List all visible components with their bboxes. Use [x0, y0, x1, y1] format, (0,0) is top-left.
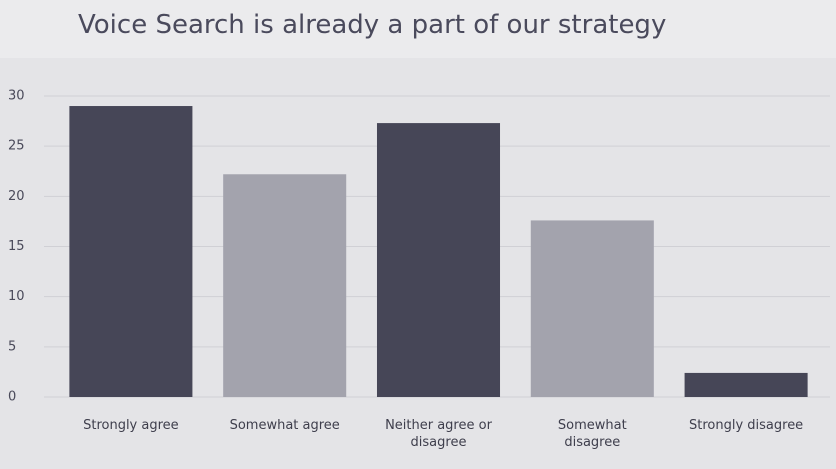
x-tick-label: Strongly disagree: [688, 418, 804, 433]
bar: [69, 106, 193, 398]
y-tick-label: 5: [8, 339, 16, 354]
y-tick-label: 15: [8, 239, 25, 254]
header: [0, 0, 836, 58]
x-tick-label: Somewhat disagree: [557, 418, 627, 450]
y-tick-label: 25: [8, 139, 25, 154]
bar: [530, 220, 654, 397]
x-tick-label: Neither agree or disagree: [385, 418, 492, 450]
y-tick-label: 10: [8, 289, 25, 304]
bar: [223, 174, 347, 397]
chart-title: Voice Search is already a part of our st…: [78, 10, 667, 40]
x-tick-label: Strongly agree: [83, 418, 179, 433]
x-tick-label: Somewhat agree: [229, 418, 340, 433]
y-tick-label: 20: [8, 189, 25, 204]
bar: [376, 123, 501, 397]
y-tick-label: 30: [8, 89, 25, 104]
y-tick-label: 0: [8, 390, 16, 405]
bar: [684, 372, 808, 397]
